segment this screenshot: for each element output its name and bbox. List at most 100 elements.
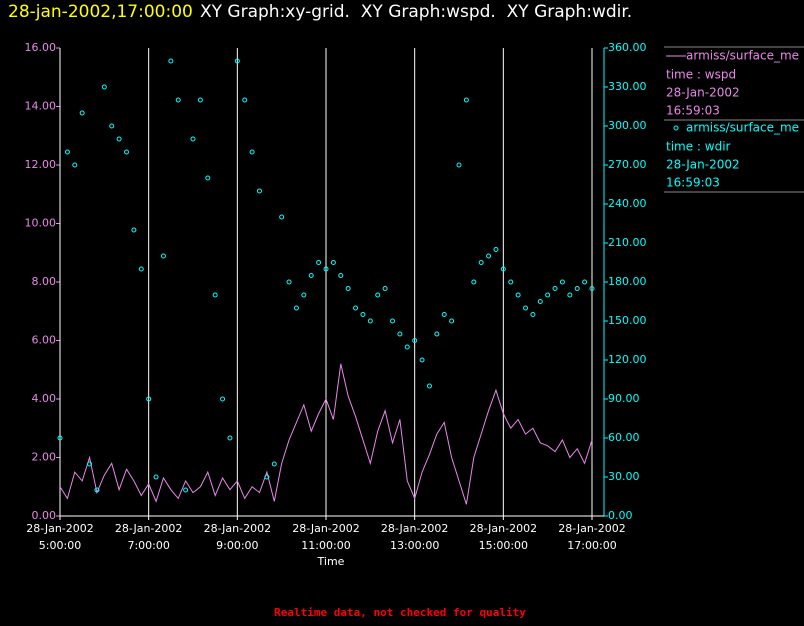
data-point xyxy=(367,318,373,324)
x-axis-label: Time xyxy=(317,555,345,568)
y-tick-label: 6.00 xyxy=(32,334,57,347)
x-tick-label: 28-Jan-2002 xyxy=(558,522,626,535)
data-point xyxy=(486,253,492,259)
data-point xyxy=(205,175,211,181)
y-tick-label: 10.00 xyxy=(25,217,57,230)
data-point xyxy=(456,162,462,168)
legend-detail: time : wdir xyxy=(666,140,731,154)
data-point xyxy=(220,396,226,402)
y2-tick-label: 150.00 xyxy=(608,314,647,327)
legend-label: armiss/surface_me xyxy=(686,49,799,63)
data-point xyxy=(87,461,93,467)
data-point xyxy=(545,292,551,298)
y2-tick-label: 120.00 xyxy=(608,353,647,366)
data-point xyxy=(168,58,174,64)
data-point xyxy=(478,260,484,265)
y-tick-label: 14.00 xyxy=(25,100,57,113)
data-point xyxy=(146,396,152,402)
data-point xyxy=(397,331,403,337)
y2-tick-label: 330.00 xyxy=(608,80,647,93)
data-point xyxy=(523,305,528,311)
x-tick-label: 9:00:00 xyxy=(216,539,258,552)
x-tick-label: 28-Jan-2002 xyxy=(292,522,360,535)
data-point xyxy=(72,162,78,168)
data-point xyxy=(375,292,381,298)
data-point xyxy=(537,299,543,304)
data-point xyxy=(574,286,580,291)
y2-tick-label: 360.00 xyxy=(608,41,647,54)
data-point xyxy=(153,474,159,480)
data-point xyxy=(360,312,366,317)
data-point xyxy=(197,97,203,103)
data-point xyxy=(345,286,351,291)
data-point xyxy=(293,305,299,311)
data-point xyxy=(441,312,447,317)
data-point xyxy=(589,286,595,291)
data-point xyxy=(419,357,425,363)
y2-tick-label: 180.00 xyxy=(608,275,647,288)
data-point xyxy=(64,149,70,155)
data-point xyxy=(552,286,558,291)
x-tick-label: 28-Jan-2002 xyxy=(381,522,449,535)
y-tick-label: 2.00 xyxy=(32,451,57,464)
legend-detail: time : wspd xyxy=(666,68,736,82)
data-point xyxy=(131,227,137,233)
data-point xyxy=(138,266,144,272)
data-point xyxy=(279,214,285,220)
y2-tick-label: 240.00 xyxy=(608,197,647,210)
legend-detail: 16:59:03 xyxy=(666,104,720,118)
data-point xyxy=(94,487,100,493)
data-point xyxy=(286,279,292,285)
data-point xyxy=(382,286,388,291)
data-point xyxy=(559,279,565,285)
y2-tick-label: 30.00 xyxy=(608,470,640,483)
data-point xyxy=(515,292,521,298)
data-point xyxy=(412,338,418,343)
data-point xyxy=(57,435,63,441)
data-point xyxy=(353,305,359,311)
y2-tick-label: 60.00 xyxy=(608,431,640,444)
y2-tick-label: 300.00 xyxy=(608,119,647,132)
data-point xyxy=(257,188,262,194)
data-point xyxy=(567,292,573,298)
data-point xyxy=(390,318,395,324)
data-point xyxy=(234,58,240,64)
y-tick-label: 16.00 xyxy=(25,41,57,54)
y2-tick-label: 90.00 xyxy=(608,392,640,405)
data-point xyxy=(101,84,107,90)
data-point xyxy=(212,292,218,298)
data-point xyxy=(242,97,248,103)
data-point xyxy=(190,136,196,142)
x-tick-label: 15:00:00 xyxy=(479,539,528,552)
data-point xyxy=(530,312,536,317)
data-point xyxy=(582,279,588,285)
data-point xyxy=(308,273,314,278)
data-point xyxy=(508,279,514,285)
data-point xyxy=(264,474,270,480)
data-point xyxy=(338,273,344,278)
x-tick-label: 28-Jan-2002 xyxy=(204,522,272,535)
x-tick-label: 7:00:00 xyxy=(127,539,169,552)
data-point xyxy=(249,149,255,155)
legend-detail: 16:59:03 xyxy=(666,176,720,190)
x-tick-label: 28-Jan-2002 xyxy=(470,522,538,535)
footer-note: Realtime data, not checked for quality xyxy=(274,606,526,619)
data-point xyxy=(471,279,477,285)
x-tick-label: 17:00:00 xyxy=(567,539,616,552)
data-point xyxy=(316,260,322,265)
y-tick-label: 12.00 xyxy=(25,158,57,171)
x-tick-label: 28-Jan-2002 xyxy=(26,522,94,535)
legend-label: armiss/surface_me xyxy=(686,121,799,135)
data-point xyxy=(301,292,307,298)
data-point xyxy=(323,266,329,272)
y2-tick-label: 0.00 xyxy=(608,509,633,522)
y-tick-label: 8.00 xyxy=(32,275,57,288)
legend-symbol xyxy=(673,125,679,131)
legend-detail: 28-Jan-2002 xyxy=(666,86,740,100)
x-tick-label: 13:00:00 xyxy=(390,539,439,552)
x-tick-label: 5:00:00 xyxy=(39,539,81,552)
data-point xyxy=(493,247,499,252)
x-tick-label: 28-Jan-2002 xyxy=(115,522,183,535)
